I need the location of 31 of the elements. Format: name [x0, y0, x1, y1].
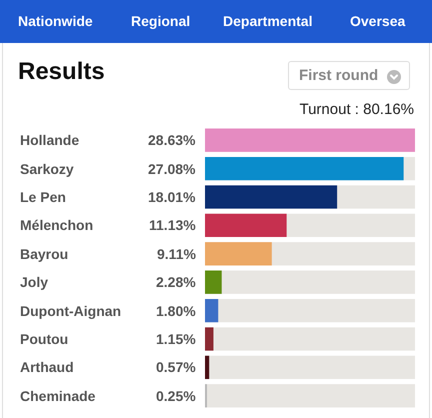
data-label: 27.08% — [148, 161, 196, 177]
bar — [205, 327, 214, 351]
chart-title: Results — [18, 58, 105, 86]
data-label: 11.13% — [149, 217, 196, 233]
data-label: 1.80% — [156, 303, 196, 319]
text: Oversea — [350, 13, 406, 29]
bar — [205, 356, 210, 380]
y-tick-label: Cheminade — [20, 388, 96, 404]
bar — [205, 298, 218, 322]
data-label: 0.57% — [156, 359, 196, 375]
y-tick-label: Dupont-Aignan — [20, 303, 122, 319]
y-tick-label: Arthaud — [20, 359, 74, 375]
y-tick-label: Mélenchon — [20, 217, 94, 233]
data-label: 1.15% — [156, 331, 196, 347]
data-label: 2.28% — [156, 274, 196, 290]
data-label: 18.01% — [148, 189, 196, 205]
data-label: 28.63% — [148, 132, 196, 148]
text: Turnout : 80.16% — [299, 101, 414, 118]
text: Departmental — [223, 13, 312, 29]
y-tick-label: Le Pen — [20, 189, 66, 205]
data-label: 0.25% — [156, 388, 196, 404]
y-tick-label: Poutou — [20, 331, 68, 347]
text: Regional — [131, 13, 190, 29]
text: Nationwide — [18, 13, 93, 29]
y-tick-label: Sarkozy — [20, 161, 74, 177]
data-label: 9.11% — [157, 246, 196, 262]
y-tick-label: Hollande — [20, 132, 80, 148]
y-tick-label: Bayrou — [20, 246, 68, 262]
bar — [205, 270, 222, 294]
y-tick-label: Joly — [20, 274, 48, 290]
text: First round — [299, 67, 378, 84]
